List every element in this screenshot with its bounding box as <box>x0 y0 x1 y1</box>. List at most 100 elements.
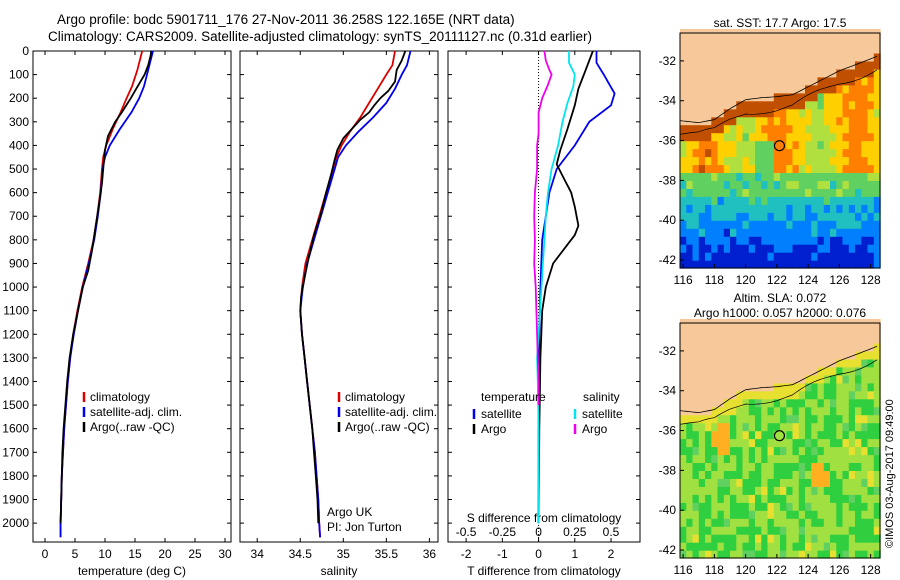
x-tick-label: 35.5 <box>375 547 399 561</box>
map-cell <box>817 180 825 189</box>
map-cell <box>686 334 694 344</box>
map-cell <box>748 327 756 336</box>
map-cell <box>861 156 869 166</box>
map-cell <box>823 60 831 70</box>
map-cell <box>692 148 700 158</box>
map-cell <box>830 188 837 197</box>
map-cell <box>730 534 737 543</box>
map-cell <box>786 446 794 456</box>
map-cell <box>773 406 781 416</box>
map-cell <box>730 446 737 456</box>
map-cell <box>848 342 856 352</box>
map-cell <box>761 140 769 150</box>
map-cell <box>755 60 762 70</box>
map-cell <box>786 502 794 511</box>
credit-group: ©IMOS 03-Aug-2017 09:49:00 <box>884 399 896 548</box>
map-cell <box>830 390 837 400</box>
map-cell <box>711 164 719 173</box>
map-cell <box>823 84 831 94</box>
x-tick-label: 5 <box>72 547 79 561</box>
series-line <box>537 50 594 524</box>
map-cell <box>742 108 750 118</box>
map-cell <box>755 260 762 269</box>
map-cell <box>861 164 869 173</box>
x-tick-label: 116 <box>674 273 693 287</box>
map-cell <box>761 52 769 62</box>
x-tick-label: 36 <box>423 547 437 561</box>
map-cell <box>705 486 712 495</box>
map-cell <box>798 334 806 344</box>
map-cell <box>855 220 862 229</box>
map-cell <box>861 534 869 543</box>
y-tick-label: -32 <box>659 54 677 68</box>
map-cell <box>780 374 787 384</box>
map-cell <box>867 478 875 487</box>
map-cell <box>705 220 712 229</box>
map-cell <box>817 550 825 559</box>
map-cell <box>755 486 762 495</box>
map-cell <box>798 132 806 142</box>
map-cell <box>792 68 800 78</box>
map-cell <box>680 486 687 495</box>
map-cell <box>717 236 725 245</box>
map-cell <box>736 68 744 78</box>
map-cell <box>748 108 756 118</box>
map-cell <box>755 68 762 78</box>
map-cell <box>823 406 831 416</box>
map-cell <box>823 534 831 543</box>
map-cell <box>742 438 750 448</box>
map-cell <box>748 502 756 511</box>
map-cell <box>792 180 800 189</box>
map-cell <box>836 172 844 181</box>
map-cell <box>692 100 700 110</box>
map-cell <box>836 342 844 352</box>
map-cell <box>755 156 762 166</box>
x-tick-label: 0 <box>535 547 542 561</box>
map-cell <box>786 534 794 543</box>
map-cell <box>867 124 875 134</box>
map-cell <box>805 542 812 551</box>
map-cell <box>686 358 694 368</box>
map-cell <box>755 76 762 86</box>
map-cell <box>805 204 812 213</box>
map-cell <box>723 124 731 134</box>
map-cell <box>842 108 850 118</box>
map-cell <box>848 510 856 519</box>
map-cell <box>780 382 787 392</box>
map-cell <box>755 430 762 440</box>
map-cell <box>755 196 762 205</box>
map-cell <box>748 204 756 213</box>
map-cell <box>805 470 812 479</box>
map-cell <box>811 438 819 448</box>
map-cell <box>786 334 794 344</box>
map-cell <box>717 148 725 158</box>
map-cell <box>848 204 856 213</box>
map-cell <box>711 236 719 245</box>
map-cell <box>805 180 812 189</box>
map-cell <box>848 132 856 142</box>
map-cell <box>723 140 731 150</box>
map-cell <box>736 422 744 432</box>
map-cell <box>767 454 775 463</box>
map-cell <box>811 180 819 189</box>
map-cell <box>823 116 831 126</box>
map-cell <box>730 37 737 46</box>
map-cell <box>817 327 825 336</box>
x-tick-label: 124 <box>798 273 818 287</box>
map-cell <box>742 342 750 352</box>
map-cell <box>823 148 831 158</box>
map-cell <box>680 52 687 62</box>
map-cell <box>848 37 856 46</box>
map-cell <box>867 244 875 253</box>
map-cell <box>805 116 812 126</box>
map-cell <box>817 68 825 78</box>
map-cell <box>798 542 806 551</box>
map-cell <box>711 438 719 448</box>
map-cell <box>717 342 725 352</box>
series-line <box>299 50 407 524</box>
map-cell <box>811 116 819 126</box>
map-cell <box>680 60 687 70</box>
map-cell <box>798 358 806 368</box>
map-cell <box>842 462 850 471</box>
map-cell <box>792 470 800 479</box>
